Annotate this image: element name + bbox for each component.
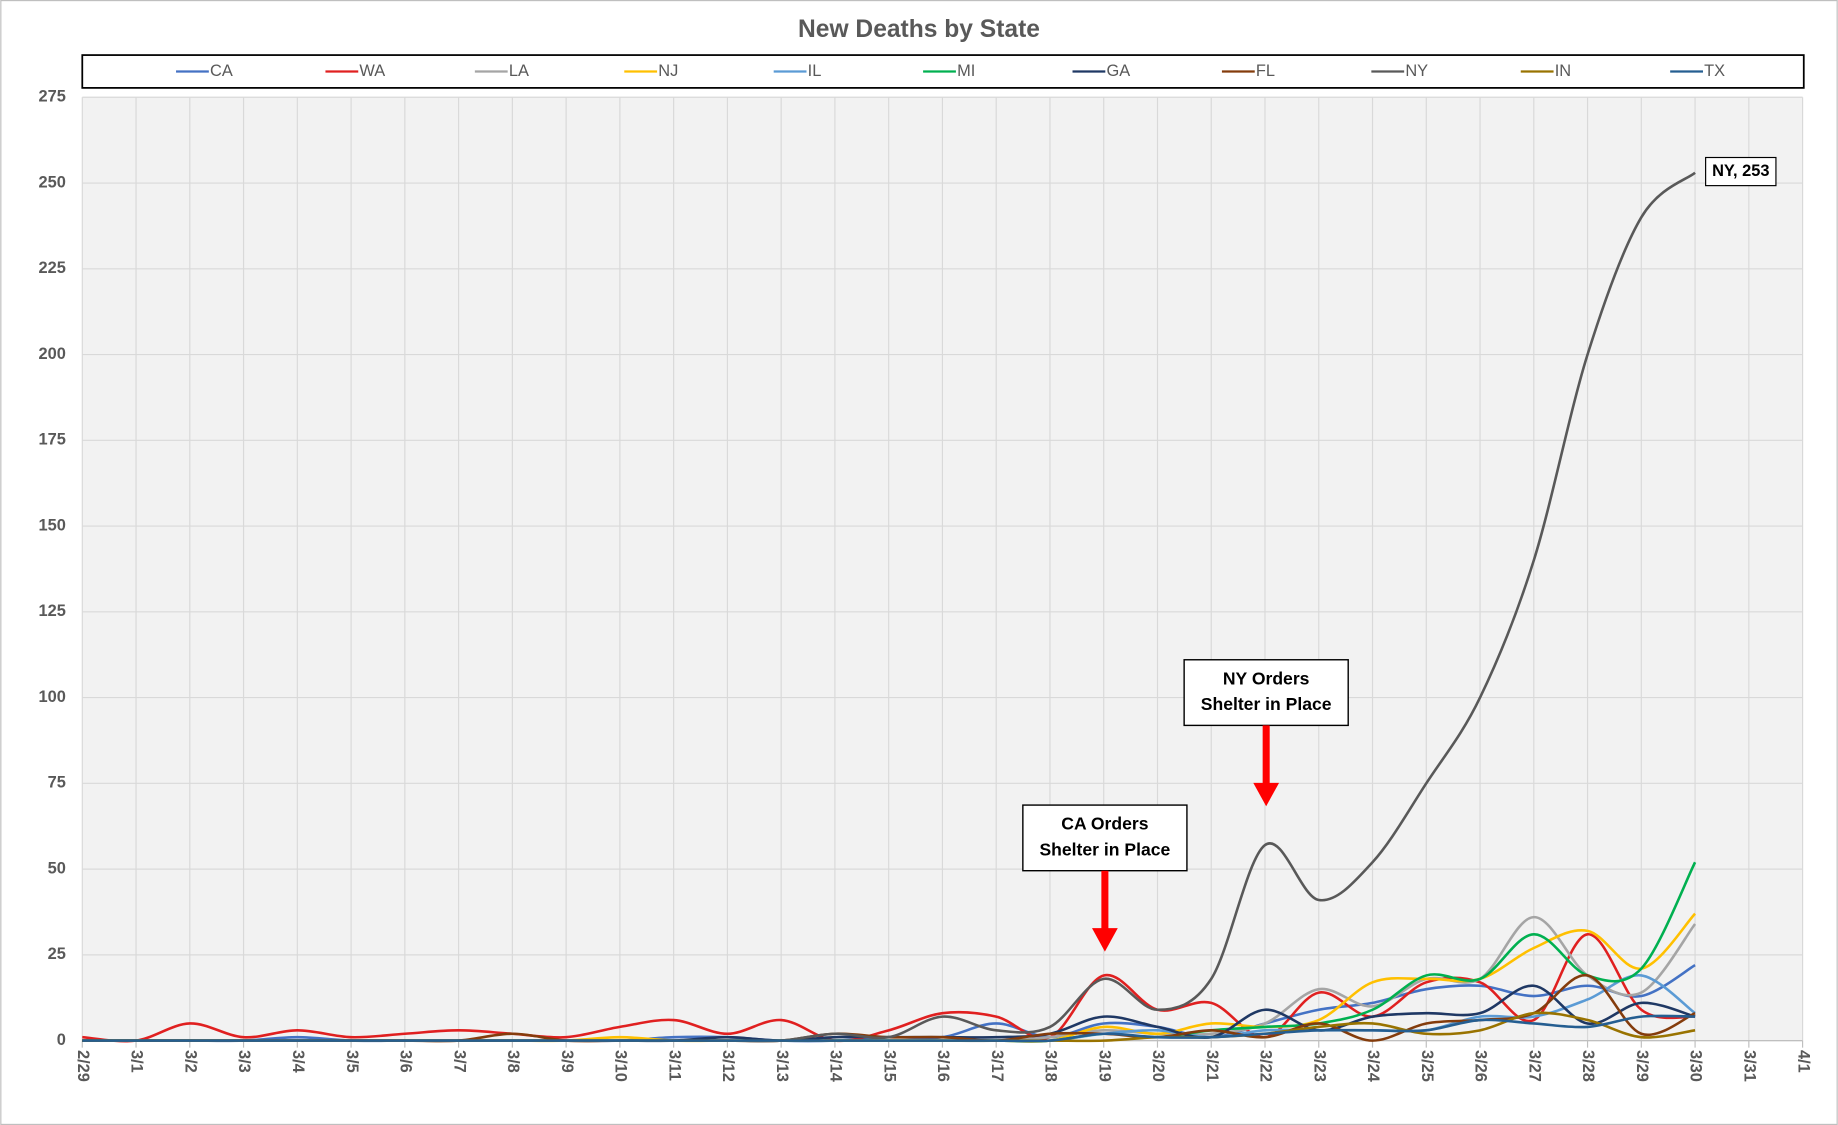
x-tick-label: 3/29	[1633, 1050, 1651, 1082]
x-tick-label: 3/27	[1525, 1050, 1543, 1082]
x-tick-label: 3/30	[1687, 1050, 1705, 1082]
x-tick-label: 3/7	[450, 1050, 468, 1073]
y-tick-label: 75	[48, 774, 66, 792]
legend-label: MI	[957, 62, 975, 80]
legend-label: NY	[1405, 62, 1428, 80]
end-label-box	[1705, 156, 1777, 187]
x-tick-label: 3/3	[235, 1050, 253, 1073]
x-tick-label: 2/29	[74, 1050, 92, 1082]
annotation-text: Shelter in Place	[1201, 694, 1332, 714]
legend-label: LA	[509, 62, 529, 80]
x-tick-label: 3/6	[397, 1050, 415, 1073]
legend-label: CA	[210, 62, 233, 80]
x-tick-label: 3/17	[988, 1050, 1006, 1082]
x-tick-label: 3/18	[1042, 1050, 1060, 1082]
x-tick-label: 3/11	[665, 1050, 683, 1081]
x-tick-label: 3/21	[1203, 1050, 1221, 1082]
x-tick-label: 3/4	[289, 1050, 307, 1074]
x-tick-label: 3/23	[1310, 1050, 1328, 1082]
annotation-arrow-head	[1091, 928, 1118, 952]
legend-label: TX	[1704, 62, 1725, 80]
x-tick-label: 3/2	[181, 1050, 199, 1073]
y-tick-label: 225	[39, 259, 66, 277]
legend-label: NJ	[658, 62, 678, 80]
x-tick-label: 3/14	[827, 1050, 845, 1083]
y-tick-label: 0	[57, 1031, 66, 1049]
x-tick-label: 3/9	[558, 1050, 576, 1073]
annotation-text: Shelter in Place	[1039, 839, 1170, 859]
x-tick-label: 3/19	[1095, 1050, 1113, 1082]
y-tick-label: 275	[39, 88, 66, 106]
legend-label: WA	[359, 62, 385, 80]
y-tick-label: 150	[39, 516, 66, 534]
y-tick-label: 175	[39, 431, 66, 449]
y-tick-label: 100	[39, 688, 66, 706]
x-tick-label: 3/13	[773, 1050, 791, 1082]
y-tick-label: 125	[39, 602, 66, 620]
x-tick-label: 4/1	[1794, 1050, 1812, 1073]
x-tick-label: 3/10	[612, 1050, 630, 1082]
legend-label: FL	[1256, 62, 1275, 80]
x-tick-label: 3/26	[1472, 1050, 1490, 1082]
y-tick-label: 200	[39, 345, 66, 363]
annotation-text: NY Orders	[1223, 668, 1310, 688]
x-tick-label: 3/16	[934, 1050, 952, 1082]
x-tick-label: 3/8	[504, 1050, 522, 1073]
annotation-box	[1022, 804, 1188, 872]
y-tick-label: 250	[39, 173, 66, 191]
annotation-arrow-head	[1253, 782, 1280, 807]
legend-label: IN	[1555, 62, 1571, 80]
annotation-box	[1183, 659, 1349, 727]
x-tick-label: 3/20	[1149, 1050, 1167, 1082]
x-tick-label: 3/22	[1257, 1050, 1275, 1082]
chart-title: New Deaths by State	[798, 16, 1040, 43]
legend-label: GA	[1107, 62, 1131, 80]
x-tick-label: 3/12	[719, 1050, 737, 1082]
x-tick-label: 3/31	[1741, 1050, 1759, 1082]
x-tick-label: 3/15	[880, 1050, 898, 1082]
x-tick-label: 3/24	[1364, 1050, 1382, 1083]
x-tick-label: 3/25	[1418, 1050, 1436, 1082]
x-tick-label: 3/28	[1579, 1050, 1597, 1082]
end-label: NY, 253	[1712, 162, 1769, 180]
series-line	[82, 1014, 1696, 1043]
legend-label: IL	[808, 62, 822, 80]
annotation-text: CA Orders	[1061, 814, 1148, 834]
x-tick-label: 3/5	[343, 1050, 361, 1073]
y-tick-label: 50	[48, 859, 66, 877]
x-tick-label: 3/1	[128, 1050, 146, 1073]
y-tick-label: 25	[48, 945, 66, 963]
